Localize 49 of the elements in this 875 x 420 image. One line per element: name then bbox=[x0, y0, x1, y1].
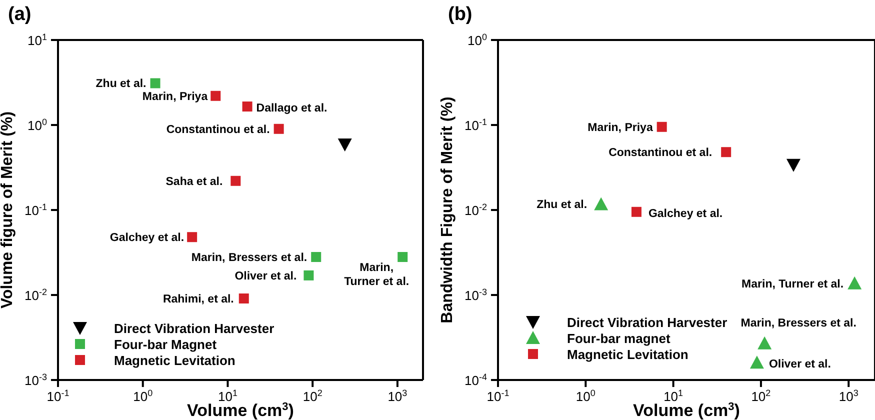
y-tick-label: 10$^{-4}$ bbox=[464, 372, 487, 388]
annotation: Marin, Bressers et al. bbox=[740, 317, 856, 330]
x-tick-label: 10$^{1}$ bbox=[218, 388, 238, 404]
chart-title: (b) bbox=[448, 4, 472, 26]
annotation: Oliver et al. bbox=[768, 358, 831, 371]
annotation: Dallago et al. bbox=[256, 102, 328, 115]
legend-label: Four-bar magnet bbox=[567, 330, 670, 346]
legend-label: Magnetic Levitation bbox=[567, 346, 688, 362]
legend-label: Direct Vibration Harvester bbox=[114, 320, 274, 336]
annotation: Rahimi, et al. bbox=[162, 293, 234, 306]
x-tick-label: 10$^{3}$ bbox=[838, 388, 858, 404]
annotation: Marin, Bressers et al. bbox=[191, 252, 308, 264]
y-tick-label: 10$^{-3}$ bbox=[24, 372, 47, 388]
x-tick-label: 10$^{3}$ bbox=[388, 388, 408, 404]
annotation: Marin, Priya bbox=[142, 90, 208, 103]
annotation: Constantinou et al. bbox=[166, 124, 270, 136]
x-tick-label: 10$^{2}$ bbox=[751, 388, 771, 404]
x-tick-label: 10$^{1}$ bbox=[664, 388, 684, 404]
legend-label: Direct Vibration Harvester bbox=[567, 314, 728, 330]
annotation: Galchey et al. bbox=[110, 232, 184, 244]
annotation: Saha et al. bbox=[166, 176, 223, 188]
y-tick-label: 10$^{-3}$ bbox=[464, 287, 487, 303]
x-tick-label: 10$^{-1}$ bbox=[46, 388, 70, 404]
y-tick-label: 10$^{0}$ bbox=[28, 117, 47, 133]
chart-title: (a) bbox=[8, 4, 32, 26]
legend-label: Four-bar Magnet bbox=[114, 336, 217, 352]
y-tick-label: 10$^{-1}$ bbox=[24, 202, 47, 218]
annotation: Marin, Priya bbox=[588, 122, 654, 134]
annotation: Zhu et al. bbox=[96, 78, 146, 90]
y-axis-title: Volume figure of Merit (%) bbox=[0, 111, 16, 309]
annotation: Marin, Turner et al. bbox=[742, 278, 844, 290]
y-axis-title: Bandwidth Figure of Merit (%) bbox=[439, 96, 456, 324]
legend-label: Magnetic Levitation bbox=[114, 352, 236, 368]
y-tick-label: 10$^{0}$ bbox=[468, 32, 487, 48]
annotation: Constantinou et al. bbox=[608, 147, 712, 160]
y-tick-label: 10$^{-2}$ bbox=[24, 287, 47, 303]
x-axis-title: Volume (cm$^{3}$) bbox=[633, 401, 740, 420]
y-tick-label: 10$^{1}$ bbox=[28, 32, 47, 48]
annotation: Oliver et al. bbox=[234, 270, 297, 282]
x-axis-title: Volume (cm$^{3}$) bbox=[187, 401, 294, 420]
annotation: Zhu et al. bbox=[536, 199, 588, 212]
x-tick-label: 10$^{-1}$ bbox=[486, 388, 510, 404]
x-tick-label: 10$^{0}$ bbox=[576, 388, 596, 404]
annotation: Marin, Turner et al. bbox=[344, 262, 410, 288]
x-tick-label: 10$^{0}$ bbox=[133, 388, 153, 404]
y-tick-label: 10$^{-2}$ bbox=[464, 202, 487, 218]
y-tick-label: 10$^{-1}$ bbox=[464, 117, 487, 133]
annotation: Galchey et al. bbox=[648, 208, 723, 220]
x-tick-label: 10$^{2}$ bbox=[302, 388, 322, 404]
